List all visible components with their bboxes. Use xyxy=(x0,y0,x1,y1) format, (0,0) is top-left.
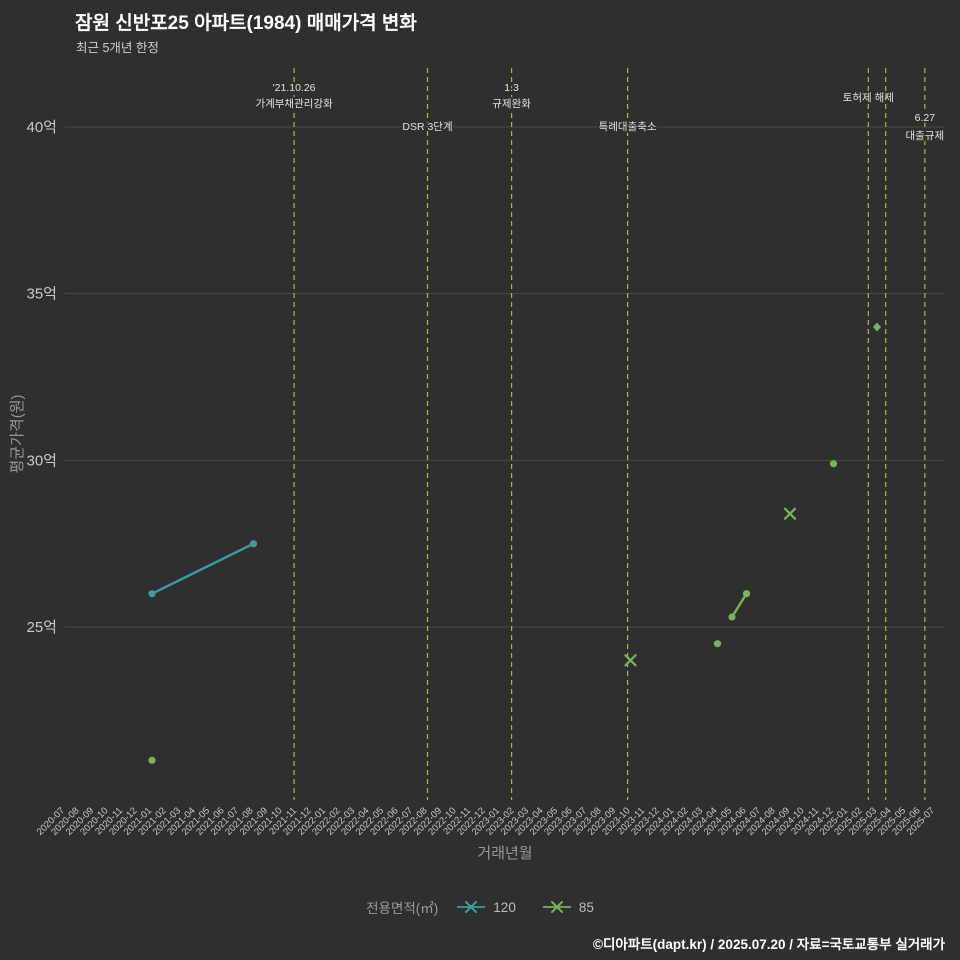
legend-item-85: 85 xyxy=(542,900,594,915)
event-label: 토허제 해제 xyxy=(843,91,894,104)
event-label: 1.3 xyxy=(504,82,519,94)
marker-dot-icon xyxy=(713,640,722,648)
legend-title: 전용면적(㎡) xyxy=(366,901,439,916)
event-label: 특례대출축소 xyxy=(599,121,657,133)
marker-dot-icon xyxy=(249,540,258,548)
legend-marker-icon xyxy=(542,901,571,913)
marker-x-icon xyxy=(624,654,637,667)
legend-item-120: 120 xyxy=(456,900,516,915)
y-tick-label: 25억 xyxy=(27,619,58,636)
event-label: 6.27 xyxy=(915,112,936,124)
marker-dot-icon xyxy=(728,613,736,621)
marker-dot-icon xyxy=(148,756,156,764)
legend-marker-icon xyxy=(457,901,486,913)
legend-item-label: 120 xyxy=(493,899,516,915)
y-axis-title: 평균가격(원) xyxy=(9,395,26,474)
series-85 xyxy=(148,322,881,764)
event-label: DSR 3단계 xyxy=(402,121,452,133)
x-axis-title: 거래년월 xyxy=(477,845,532,862)
marker-dot-icon xyxy=(829,460,838,468)
event-label: 가계부채관리강화 xyxy=(255,98,333,110)
y-tick-label: 35억 xyxy=(27,286,58,303)
legend-items: 120 85 xyxy=(456,900,594,915)
marker-dot-icon xyxy=(742,590,751,598)
marker-dot-icon xyxy=(148,590,156,598)
y-axis: 25억 30억 35억 40억 xyxy=(27,119,945,636)
series-120 xyxy=(148,540,258,598)
event-label: 규제완화 xyxy=(492,97,531,110)
chart-subtitle: 최근 5개년 한정 xyxy=(76,41,159,55)
series-line xyxy=(150,542,255,595)
marker-x-icon xyxy=(783,507,797,520)
y-tick-label: 30억 xyxy=(27,452,58,469)
legend: 전용면적(㎡) 120 85 xyxy=(0,896,960,918)
event-label: 대출규제 xyxy=(906,130,945,142)
footer-credit: ©디아파트(dapt.kr) / 2025.07.20 / 자료=국토교통부 실… xyxy=(593,937,945,952)
marker-diamond-icon xyxy=(873,322,881,332)
x-axis: 2020-072020-082020-092020-102020-112020-… xyxy=(35,805,937,837)
y-tick-label: 40억 xyxy=(27,119,58,136)
event-label: '21.10.26 xyxy=(273,82,316,94)
series-line xyxy=(730,592,748,619)
chart-title: 잠원 신반포25 아파트(1984) 매매가격 변화 xyxy=(75,13,417,34)
legend-item-label: 85 xyxy=(578,899,594,915)
